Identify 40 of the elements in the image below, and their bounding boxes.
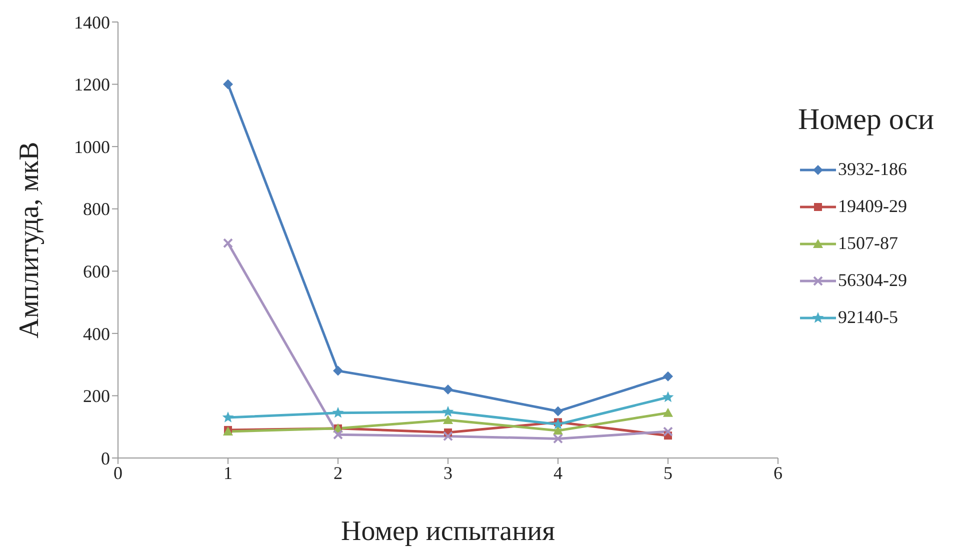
y-tick-label: 800: [83, 199, 110, 220]
point: [553, 406, 563, 416]
y-tick-label: 0: [101, 448, 110, 468]
y-tick-label: 600: [83, 262, 110, 282]
legend-label: 1507-87: [838, 233, 898, 254]
legend-label: 92140-5: [838, 307, 898, 328]
point: [663, 426, 673, 437]
point: [223, 238, 233, 248]
point: [333, 430, 343, 440]
x-tick-label: 3: [444, 462, 452, 483]
x-tick-label: 4: [554, 462, 562, 483]
legend-label: 3932-186: [838, 159, 907, 180]
legend-label: 19409-29: [838, 196, 907, 217]
x-tick-label: 2: [334, 462, 342, 483]
y-tick-label: 1400: [74, 12, 110, 32]
point: [662, 391, 674, 402]
x-axis-title: Номер испытания: [341, 516, 556, 547]
y-tick-label: 1000: [74, 136, 110, 157]
point: [443, 415, 453, 424]
point: [663, 408, 673, 417]
point: [443, 384, 453, 394]
legend-label: 56304-29: [838, 270, 907, 291]
point: [333, 366, 343, 376]
point: [222, 412, 234, 422]
legend-title: Номер оси: [798, 103, 934, 137]
point: [443, 431, 453, 442]
point: [332, 406, 344, 418]
x-tick-label: 6: [774, 462, 782, 483]
point: [553, 434, 563, 444]
point: [223, 79, 233, 90]
y-tick-label: 1200: [74, 74, 110, 95]
point: [663, 371, 673, 382]
point: [442, 406, 454, 417]
y-tick-label: 400: [83, 324, 110, 344]
y-tick-label: 200: [83, 386, 110, 406]
point: [553, 426, 563, 435]
y-axis-title: Амплитуда, мкВ: [14, 142, 45, 338]
x-tick-label: 0: [114, 462, 122, 483]
x-tick-label: 1: [224, 462, 232, 483]
x-tick-label: 5: [664, 462, 672, 483]
